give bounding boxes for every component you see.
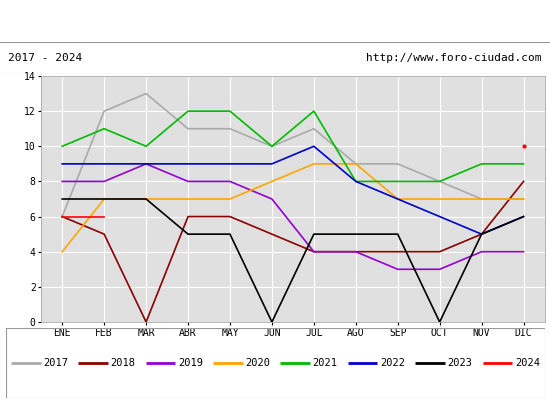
Text: 2024: 2024 — [515, 358, 540, 368]
Text: 2017 - 2024: 2017 - 2024 — [8, 53, 82, 63]
Text: 2017: 2017 — [43, 358, 68, 368]
Text: 2019: 2019 — [178, 358, 203, 368]
Text: http://www.foro-ciudad.com: http://www.foro-ciudad.com — [366, 53, 542, 63]
Text: 2022: 2022 — [380, 358, 405, 368]
Text: Evolucion del paro registrado en Muñosancho: Evolucion del paro registrado en Muñosan… — [100, 14, 450, 28]
Text: 2023: 2023 — [448, 358, 472, 368]
Text: 2020: 2020 — [245, 358, 271, 368]
Text: 2018: 2018 — [111, 358, 136, 368]
Text: 2021: 2021 — [313, 358, 338, 368]
